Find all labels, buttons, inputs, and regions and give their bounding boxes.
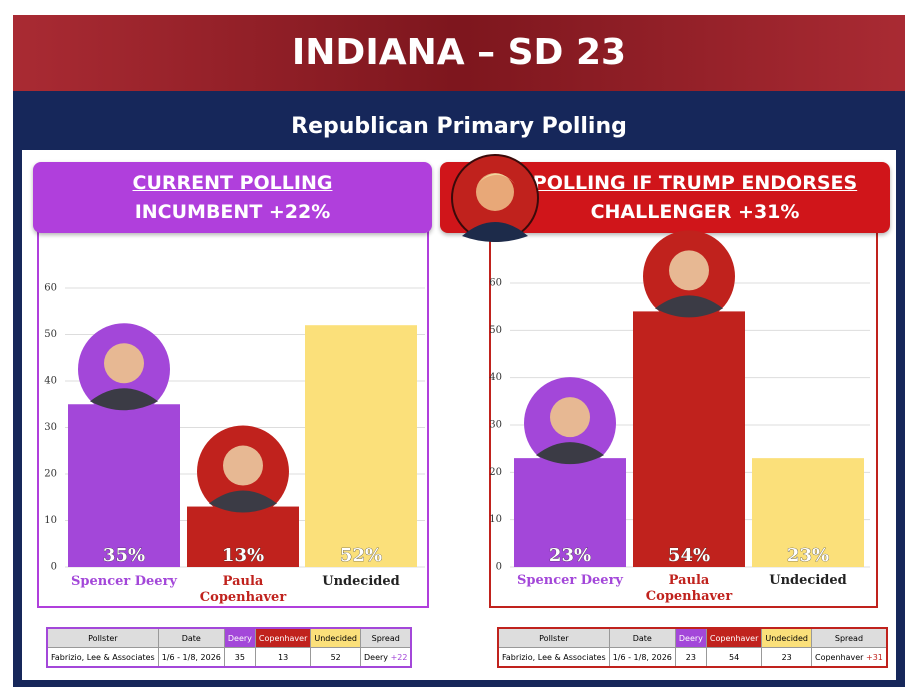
y-tick-label: 10 [44,515,57,526]
chart-title: CURRENT POLLING [132,172,333,194]
y-tick-label: 40 [44,376,57,387]
column-header: Pollster [497,627,610,648]
category-label: Paula Copenhaver [199,574,287,605]
bar [68,404,180,567]
photo-face [669,250,709,291]
spread-name: Deery [364,652,389,662]
poll-table: Pollster Date Deery Copenhaver Undecided Spre… [46,627,413,668]
chart-title: POLLING IF TRUMP ENDORSES [532,172,858,194]
poll-table: Pollster Date Deery Copenhaver Undecided Spre… [497,627,888,668]
value-label: 52% [340,545,382,566]
table-cell: 13 [254,647,312,668]
photo-shoulders [90,388,158,411]
column-header: Deery [223,627,256,648]
y-tick-label: 50 [44,329,57,340]
table-cell: 35 [223,647,256,668]
page-title: INDIANA – SD 23 [292,32,626,73]
header-row: Pollster Date Deery Copenhaver Undecided Spre… [46,627,412,648]
data-row: Fabrizio, Lee & Associates 1/6 - 1/8, 202… [497,647,888,668]
column-header: Copenhaver [254,627,312,648]
bar [633,311,745,567]
y-tick-label: 30 [489,420,502,431]
value-label: 23% [787,545,829,566]
bar [305,325,417,567]
y-tick-label: 10 [489,514,502,525]
category-label: Undecided [769,573,847,588]
value-label: 54% [668,545,710,566]
value-label: 13% [222,545,264,566]
y-tick-label: 20 [489,467,502,478]
category-label: Spencer Deery [71,574,177,589]
table-cell: 54 [705,647,763,668]
table-cell: 52 [310,647,361,668]
column-header: Date [157,627,225,648]
y-tick-label: 0 [51,562,57,573]
table-cell: Deery +22 [360,647,412,668]
table-cell: 1/6 - 1/8, 2026 [608,647,676,668]
y-tick-label: 60 [44,283,57,294]
page-subtitle: Republican Primary Polling [291,114,627,139]
photo-face [550,397,590,438]
y-tick-label: 30 [44,422,57,433]
category-label: Spencer Deery [517,573,623,588]
photo-face [223,445,263,486]
header-row: Pollster Date Deery Copenhaver Undecided Spre… [497,627,888,648]
data-row: Fabrizio, Lee & Associates 1/6 - 1/8, 202… [46,647,412,668]
spread-margin: +31 [866,652,883,662]
table-cell: Copenhaver +31 [810,647,888,668]
candidate-photo [643,230,735,323]
bar [752,458,864,567]
value-label: 35% [103,545,145,566]
column-header: Undecided [761,627,812,648]
y-tick-label: 50 [489,325,502,336]
table-wrap: Pollster Date Deery Copenhaver Undecided Spre… [497,627,888,668]
table-cell: 23 [674,647,707,668]
photo-shoulders [655,295,723,318]
y-tick-label: 40 [489,372,502,383]
column-header: Undecided [310,627,361,648]
column-header: Date [608,627,676,648]
table-cell: Fabrizio, Lee & Associates [497,647,610,668]
table-cell: Fabrizio, Lee & Associates [46,647,159,668]
title-box: CURRENT POLLING INCUMBENT +22% [33,162,432,233]
bar [514,458,626,567]
y-tick-label: 60 [489,278,502,289]
chart-subtitle: CHALLENGER +31% [590,201,800,223]
chart-subtitle: INCUMBENT +22% [134,201,331,223]
column-header: Pollster [46,627,159,648]
candidate-photo [197,425,289,518]
column-header: Deery [674,627,707,648]
spread-name: Copenhaver [815,652,864,662]
banner-texture [13,15,905,91]
photo-shoulders [536,442,604,465]
column-header: Copenhaver [705,627,763,648]
y-tick-label: 0 [496,562,502,573]
candidate-photo [78,323,170,416]
candidate-photo [524,377,616,470]
photo-shoulders [209,490,277,513]
category-label: Paula Copenhaver [645,573,733,604]
spread-margin: +22 [390,652,408,662]
table-cell: 1/6 - 1/8, 2026 [157,647,225,668]
table-cell: 23 [761,647,812,668]
column-header: Spread [810,627,888,648]
value-label: 23% [549,545,591,566]
photo-face [104,343,144,384]
category-label: Undecided [322,574,400,589]
y-tick-label: 20 [44,469,57,480]
column-header: Spread [360,627,412,648]
trump-photo [451,154,539,242]
table-wrap: Pollster Date Deery Copenhaver Undecided Spre… [46,627,413,668]
